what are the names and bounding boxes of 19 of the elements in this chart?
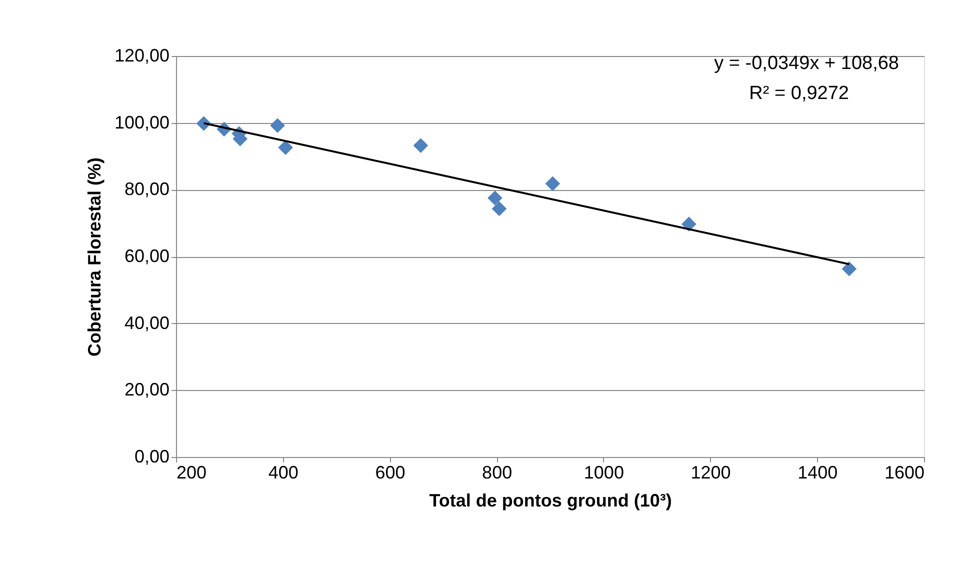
y-tick-label: 120,00 (114, 46, 170, 66)
y-tick-label: 100,00 (114, 112, 170, 132)
x-axis-title: Total de pontos ground (10³) (429, 490, 672, 510)
y-tick-label: 80,00 (124, 179, 170, 200)
annotation: y = -0,0349x + 108,68 (714, 53, 899, 74)
x-tick-label: 800 (482, 462, 512, 482)
y-tick-label: 60,00 (124, 246, 170, 266)
x-tick-label: 1200 (690, 462, 731, 482)
x-tick-label: 600 (375, 462, 406, 482)
y-tick-label: 0,00 (134, 446, 170, 466)
annotation: R² = 0,9272 (749, 83, 849, 104)
x-tick-label: 1000 (584, 462, 624, 482)
y-tick-label: 40,00 (124, 312, 170, 333)
x-tick-label: 400 (268, 462, 298, 482)
y-axis-title: Cobertura Florestal (%) (84, 157, 104, 357)
x-tick-label: 1600 (884, 462, 924, 482)
x-tick-label: 200 (176, 462, 207, 482)
x-tick-label: 1400 (798, 462, 838, 482)
y-tick-label: 20,00 (124, 380, 170, 400)
